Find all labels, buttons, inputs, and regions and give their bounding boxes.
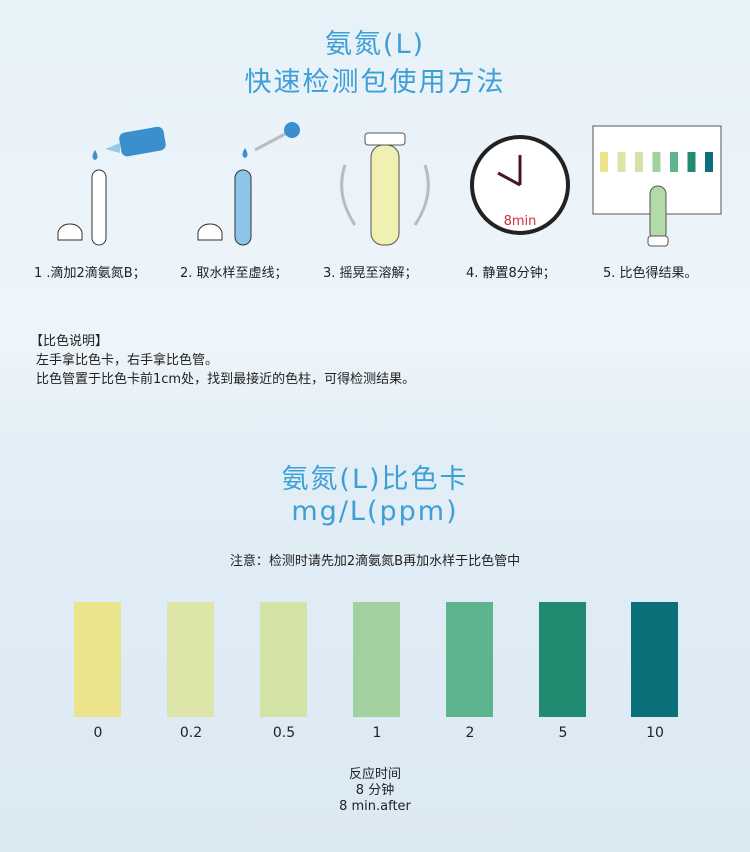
instructions-line2: 比色管置于比色卡前1cm处，找到最接近的色柱，可得检测结果。 <box>36 372 416 387</box>
shaking-tube-icon <box>340 132 430 246</box>
mini-swatch <box>687 152 696 172</box>
swatch-label: 0.5 <box>272 725 296 741</box>
swatch-label: 1 <box>372 725 382 741</box>
pipette-tube-icon <box>197 122 300 246</box>
mini-swatch <box>635 152 643 172</box>
color-swatch-0.5 <box>260 602 307 717</box>
instructions-line1: 左手拿比色卡，右手拿比色管。 <box>36 353 219 368</box>
clock-icon: 8min <box>470 135 570 235</box>
page-title-line1: 氨氮(L) <box>324 29 426 60</box>
color-swatch-1 <box>353 602 400 717</box>
step-1-label: 1 .滴加2滴氨氮B； <box>34 266 146 281</box>
swatch-label: 5 <box>558 725 568 741</box>
color-swatch-0 <box>74 602 121 717</box>
card-title-line1: 氨氮(L)比色卡 <box>281 464 469 495</box>
step-3-label: 3. 摇晃至溶解； <box>323 266 418 281</box>
color-swatch-0.2 <box>167 602 214 717</box>
color-swatch-5 <box>539 602 586 717</box>
reaction-time-en: 8 min.after <box>339 799 411 814</box>
reaction-time-label: 反应时间 <box>348 767 401 782</box>
clock-text: 8min <box>504 214 537 229</box>
mini-swatch <box>600 152 608 172</box>
swatch-label: 2 <box>465 725 475 741</box>
swatch-label: 0.2 <box>179 725 203 741</box>
reaction-time-cn: 8 分钟 <box>355 783 395 798</box>
step-2-label: 2. 取水样至虚线； <box>180 266 288 281</box>
mini-swatch <box>670 152 678 172</box>
mini-swatch <box>652 152 661 172</box>
swatch-label: 10 <box>646 725 664 741</box>
color-swatch-2 <box>446 602 493 717</box>
swatch-label: 0 <box>93 725 103 741</box>
color-card-compare-icon <box>592 125 722 247</box>
step-5-label: 5. 比色得结果。 <box>603 266 698 281</box>
color-swatch-10 <box>631 602 678 717</box>
mini-swatch <box>705 152 713 172</box>
card-notice: 注意：检测时请先加2滴氨氮B再加水样于比色管中 <box>229 554 521 569</box>
mini-swatch <box>617 152 626 172</box>
instructions-heading: 【比色说明】 <box>30 334 109 349</box>
dropper-bottle-tube-icon <box>57 126 166 246</box>
card-title-line2: mg/L(ppm) <box>291 496 459 527</box>
step-4-label: 4. 静置8分钟； <box>466 266 556 281</box>
page-title-line2: 快速检测包使用方法 <box>244 67 506 98</box>
